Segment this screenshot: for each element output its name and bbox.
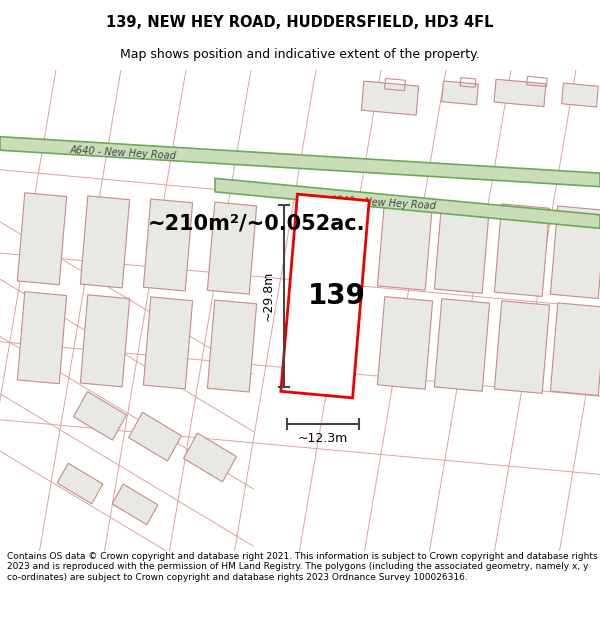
Polygon shape	[74, 391, 127, 440]
Polygon shape	[377, 198, 433, 290]
Polygon shape	[550, 303, 600, 396]
Polygon shape	[143, 199, 193, 291]
Polygon shape	[434, 201, 490, 293]
Text: Contains OS data © Crown copyright and database right 2021. This information is : Contains OS data © Crown copyright and d…	[7, 552, 598, 582]
Polygon shape	[208, 202, 257, 294]
Text: 139, NEW HEY ROAD, HUDDERSFIELD, HD3 4FL: 139, NEW HEY ROAD, HUDDERSFIELD, HD3 4FL	[106, 16, 494, 31]
Polygon shape	[361, 81, 419, 115]
Polygon shape	[17, 192, 67, 285]
Polygon shape	[562, 83, 598, 107]
Polygon shape	[143, 297, 193, 389]
Polygon shape	[215, 178, 600, 228]
Polygon shape	[550, 206, 600, 299]
Polygon shape	[57, 463, 103, 504]
Polygon shape	[208, 300, 257, 392]
Polygon shape	[80, 295, 130, 387]
Text: A640 - New Hey Road: A640 - New Hey Road	[330, 196, 437, 212]
Polygon shape	[128, 412, 181, 461]
Text: ~29.8m: ~29.8m	[262, 271, 275, 321]
Text: ~210m²/~0.052ac.: ~210m²/~0.052ac.	[148, 213, 365, 233]
Polygon shape	[112, 484, 158, 525]
Polygon shape	[0, 137, 600, 187]
Text: A640 - New Hey Road: A640 - New Hey Road	[70, 146, 177, 162]
Polygon shape	[494, 204, 550, 296]
Polygon shape	[434, 299, 490, 391]
Text: 139: 139	[308, 282, 366, 310]
Polygon shape	[377, 297, 433, 389]
Text: ~12.3m: ~12.3m	[298, 432, 348, 445]
Polygon shape	[442, 81, 478, 105]
Polygon shape	[494, 301, 550, 393]
Polygon shape	[494, 79, 546, 107]
Polygon shape	[17, 292, 67, 384]
Polygon shape	[184, 433, 236, 482]
Polygon shape	[80, 196, 130, 288]
Polygon shape	[281, 194, 369, 398]
Text: Map shows position and indicative extent of the property.: Map shows position and indicative extent…	[120, 48, 480, 61]
